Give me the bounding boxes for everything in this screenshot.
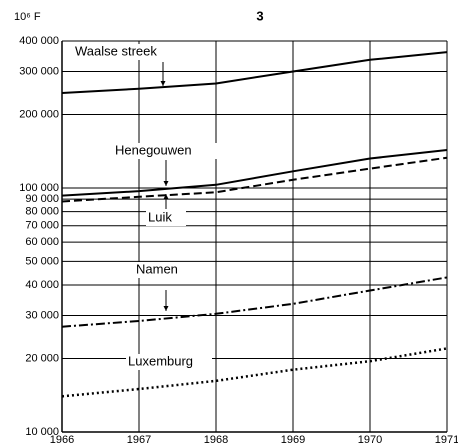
x-tick-label: 1966 <box>50 434 74 444</box>
chart-title: 3 <box>256 8 263 23</box>
label-background <box>134 262 196 278</box>
arrow-head <box>163 181 169 186</box>
y-tick-label: 40 000 <box>25 279 59 291</box>
series-label: Luik <box>148 209 172 224</box>
y-tick-label: 20 000 <box>25 352 59 364</box>
arrow-head <box>160 81 166 86</box>
series-line <box>61 156 448 203</box>
x-tick-label: 1970 <box>358 434 382 444</box>
label-background <box>73 44 213 60</box>
series-label: Namen <box>136 261 178 276</box>
y-tick-label: 90 000 <box>25 193 59 205</box>
x-tick-label: 1967 <box>127 434 151 444</box>
series-label: Waalse streek <box>75 43 157 58</box>
arrow-head <box>163 306 169 311</box>
y-tick-label: 200 000 <box>19 108 59 120</box>
label-background <box>126 354 212 370</box>
series-label: Luxemburg <box>128 353 193 368</box>
x-tick-label: 1968 <box>204 434 228 444</box>
y-axis-label: 10⁶ F <box>14 11 41 23</box>
label-background <box>113 143 218 159</box>
series-line <box>61 276 448 328</box>
arrow-head <box>163 194 169 199</box>
label-background <box>146 210 186 226</box>
y-tick-label: 400 000 <box>19 35 59 47</box>
y-tick-label: 60 000 <box>25 236 59 248</box>
x-tick-label: 1971 <box>435 434 458 444</box>
y-tick-label: 50 000 <box>25 255 59 267</box>
y-tick-label: 10 000 <box>25 426 59 438</box>
y-tick-label: 80 000 <box>25 205 59 217</box>
y-tick-label: 100 000 <box>19 182 59 194</box>
x-tick-label: 1969 <box>281 434 305 444</box>
series-line <box>61 347 448 398</box>
series-label: Henegouwen <box>115 142 192 157</box>
y-tick-label: 70 000 <box>25 220 59 232</box>
y-tick-label: 30 000 <box>25 309 59 321</box>
series-line <box>61 51 448 94</box>
y-tick-label: 300 000 <box>19 65 59 77</box>
series-line <box>61 149 448 197</box>
